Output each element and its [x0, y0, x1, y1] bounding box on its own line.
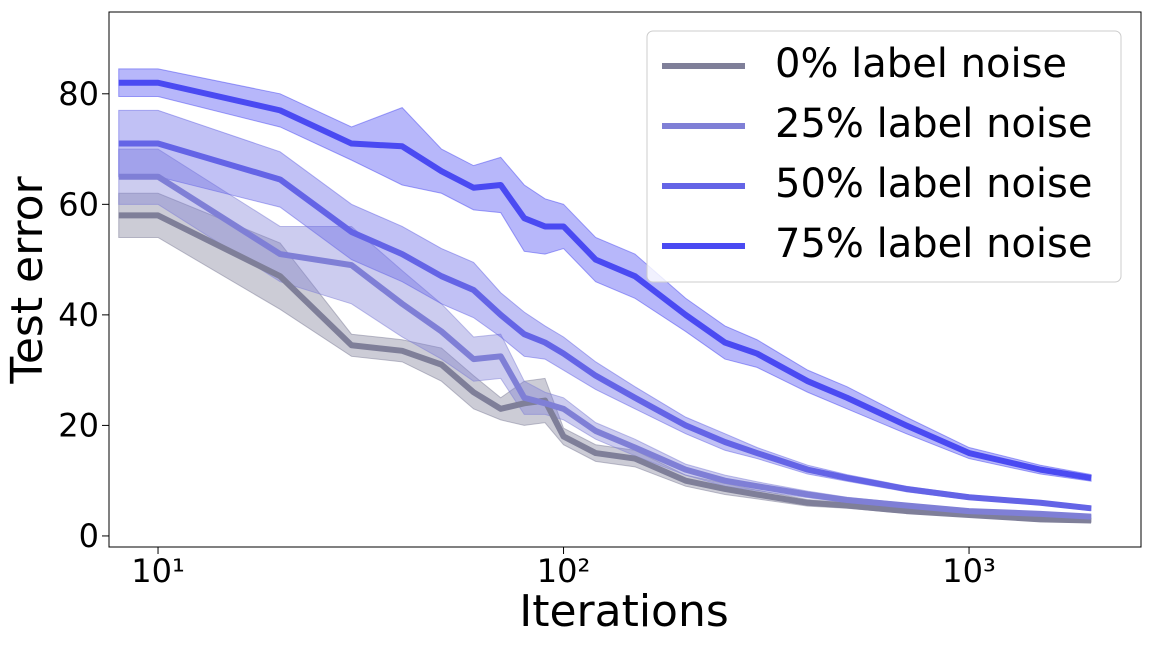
x-tick-label: 10¹ [131, 552, 185, 590]
y-tick-label: 80 [58, 75, 99, 113]
legend-label: 75% label noise [775, 221, 1092, 267]
x-tick-label: 10² [537, 552, 591, 590]
plot-area [118, 68, 1092, 524]
series-line [118, 79, 1092, 481]
y-tick-label: 40 [58, 296, 99, 334]
y-tick-label: 20 [58, 406, 99, 444]
x-tick-label: 10³ [942, 552, 996, 590]
legend-label: 25% label noise [775, 101, 1092, 147]
y-tick-label: 60 [58, 185, 99, 223]
y-axis-label: Test error [2, 176, 53, 385]
legend-box [646, 30, 1122, 283]
legend-label: 50% label noise [775, 161, 1092, 207]
plot-frame [108, 11, 1142, 548]
legend-label: 0% label noise [775, 41, 1067, 87]
series-line [118, 212, 1092, 524]
y-tick-label: 0 [79, 517, 99, 555]
error-band [118, 68, 1092, 482]
error-band [118, 109, 1092, 512]
series-line [118, 173, 1092, 520]
x-axis-label: Iterations [519, 586, 729, 637]
series-line [118, 140, 1092, 512]
legend: 0% label noise 25% label noise 50% label n… [646, 30, 1122, 283]
